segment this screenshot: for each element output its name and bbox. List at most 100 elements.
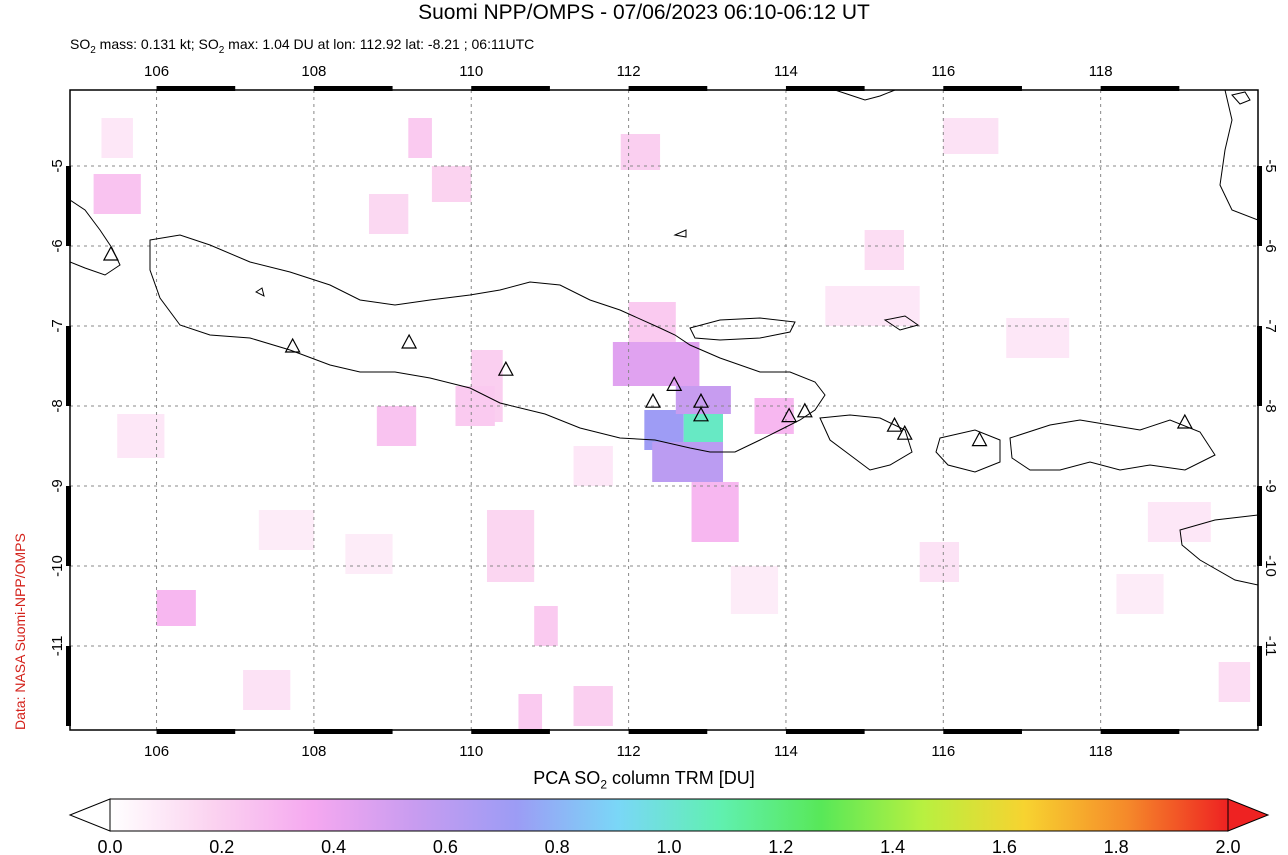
lat-tick-label-right: -5	[1262, 159, 1279, 172]
so2-cell	[1147, 502, 1211, 542]
frame-bar	[471, 729, 550, 734]
coastline-bali	[819, 414, 913, 471]
so2-cell	[408, 118, 432, 158]
lon-tick-label-bottom: 118	[1089, 743, 1113, 760]
frame-bar	[1257, 646, 1262, 726]
so2-cell	[1006, 318, 1070, 358]
frame-bar	[628, 729, 708, 734]
so2-cell	[730, 566, 779, 614]
colorbar-over-arrow	[1227, 798, 1270, 832]
so2-cell	[943, 118, 999, 154]
colorbar: 0.0 0.2 0.4 0.6 0.8 1.0 1.2 1.4 1.6 1.8 2.0	[68, 798, 1270, 855]
lon-tick-label-top: 118	[1089, 63, 1113, 80]
lat-tick-label-left: -8	[49, 399, 66, 412]
coastline-sumba	[1179, 514, 1258, 586]
volcano-icon	[497, 360, 514, 376]
lat-tick-label-left: -10	[49, 555, 66, 577]
frame-bar	[313, 86, 393, 91]
lon-tick-label-top: 108	[301, 63, 326, 80]
frame-bar	[1257, 166, 1262, 246]
frame-bar	[66, 486, 71, 566]
frame-ticks	[66, 86, 1262, 734]
so2-cell	[1218, 662, 1251, 702]
frame-bar	[1257, 486, 1262, 566]
colorbar-under-arrow	[68, 798, 111, 832]
lon-tick-label-bottom: 112	[617, 743, 641, 760]
coastline-sumbawa	[1009, 419, 1216, 471]
colorbar-tick-label: 2.0	[1215, 837, 1240, 855]
coastline-layer	[70, 90, 1258, 586]
frame-bar	[66, 326, 71, 406]
frame-bar	[1100, 729, 1180, 734]
colorbar-gradient	[109, 798, 1229, 832]
so2-cell	[754, 398, 794, 434]
colorbar-tick-label: 1.4	[880, 837, 905, 855]
coastline-borneo	[834, 90, 896, 101]
colorbar-tick-label: 0.4	[321, 837, 346, 855]
so2-cell	[919, 542, 960, 582]
lat-tick-label-right: -8	[1262, 399, 1279, 412]
map-subtitle: SO2 mass: 0.131 kt; SO2 max: 1.04 DU at …	[70, 36, 535, 56]
lon-tick-label-top: 114	[774, 63, 798, 80]
lat-tick-label-right: -6	[1262, 239, 1279, 252]
so2-cell	[345, 534, 393, 574]
so2-cell	[691, 482, 739, 542]
so2-cell	[431, 166, 472, 202]
volcano-icon	[284, 337, 301, 353]
lat-tick-label-right: -7	[1262, 319, 1279, 332]
colorbar-tick-label: 0.0	[97, 837, 122, 855]
lon-tick-label-top: 110	[459, 63, 483, 80]
frame-bar	[943, 729, 1022, 734]
lat-tick-label-left: -9	[49, 479, 66, 492]
colorbar-tick-label: 1.0	[656, 837, 681, 855]
volcano-icon	[644, 392, 661, 408]
colorbar-tick-label: 1.8	[1104, 837, 1129, 855]
lat-tick-label-right: -9	[1262, 479, 1279, 492]
colorbar-tick-label: 0.8	[545, 837, 570, 855]
so2-cell	[243, 670, 291, 710]
frame-bar	[1257, 326, 1262, 406]
lon-tick-label-bottom: 108	[301, 743, 326, 760]
volcano-icon	[971, 431, 988, 447]
so2-cell	[620, 134, 661, 170]
so2-cell	[455, 386, 495, 426]
volcano-icon	[666, 376, 683, 391]
frame-bar	[1100, 86, 1180, 91]
so2-cell	[156, 590, 196, 626]
coastline-small-islands	[255, 91, 1251, 331]
colorbar-tick-label: 0.6	[433, 837, 458, 855]
so2-cell	[675, 386, 731, 414]
so2-cell	[573, 686, 613, 726]
so2-cell	[652, 442, 724, 482]
so2-cell	[1116, 574, 1164, 614]
so2-cell	[117, 414, 165, 458]
frame-bar	[785, 86, 865, 91]
so2-cell	[612, 342, 700, 386]
coastline-lombok	[935, 429, 1001, 473]
lon-tick-label-top: 112	[617, 63, 641, 80]
graticule	[70, 90, 1258, 730]
lon-tick-label-bottom: 116	[931, 743, 955, 760]
so2-cell	[683, 410, 724, 442]
so2-cells-layer	[93, 118, 1251, 730]
map-title: Suomi NPP/OMPS - 07/06/2023 06:10-06:12 …	[418, 1, 870, 24]
volcano-icon	[796, 402, 813, 418]
so2-cell	[101, 118, 133, 158]
frame-bar	[156, 729, 236, 734]
so2-cell	[93, 174, 141, 214]
colorbar-tick-label: 0.2	[209, 837, 234, 855]
coastline-madura	[689, 317, 796, 341]
lon-tick-label-top: 116	[931, 63, 955, 80]
frame-bar	[313, 729, 393, 734]
lon-tick-label-bottom: 106	[144, 743, 169, 760]
volcano-icon	[1176, 413, 1193, 429]
volcano-markers	[102, 245, 1193, 447]
so2-cell	[486, 510, 535, 582]
so2-cell	[376, 406, 417, 446]
so2-cell	[534, 606, 558, 646]
so2-cell	[518, 694, 543, 730]
so2-cell	[368, 194, 409, 234]
volcano-icon	[781, 407, 798, 423]
coastline-sulawesi	[1219, 90, 1258, 221]
